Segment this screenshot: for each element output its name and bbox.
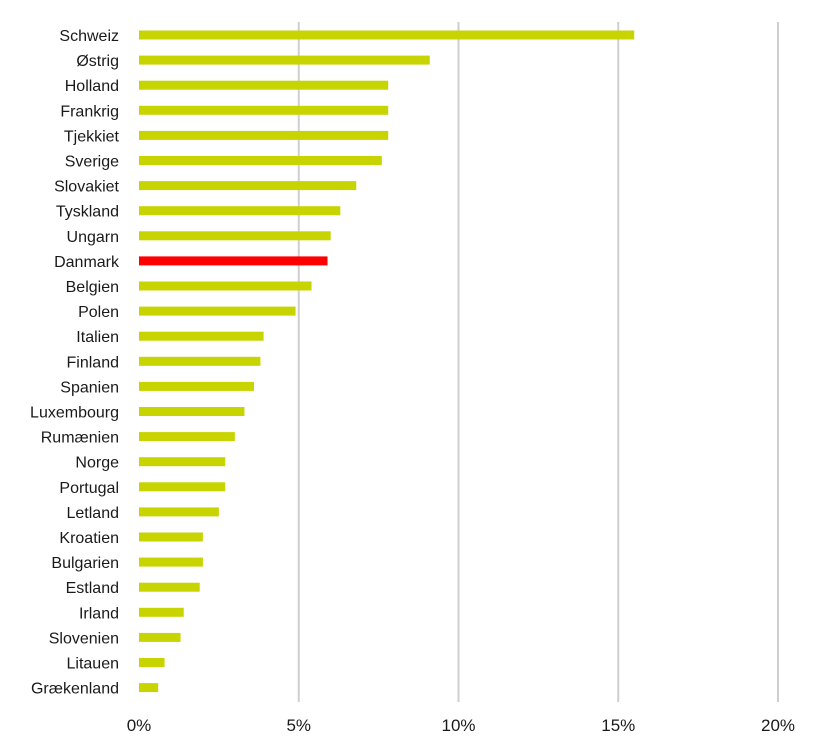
bar (139, 306, 296, 316)
bar (139, 532, 203, 542)
bar (139, 30, 635, 40)
bar (139, 407, 245, 416)
category-label: Polen (78, 304, 119, 321)
category-label: Ungarn (67, 229, 119, 246)
bar-layer (139, 30, 635, 693)
bar (139, 231, 331, 241)
grid-layer (297, 22, 779, 702)
bar (139, 683, 159, 693)
bar (139, 607, 184, 617)
category-label: Slovenien (49, 630, 119, 647)
category-label: Portugal (59, 480, 119, 497)
bar (139, 582, 200, 592)
x-tick-label: 0% (127, 716, 152, 735)
bar (139, 482, 226, 492)
category-label: Luxembourg (30, 405, 119, 422)
bar (139, 281, 312, 291)
category-label: Danmark (54, 254, 120, 271)
bar (139, 381, 255, 391)
x-axis-tick-labels: 0% 5% 10% 15% 20% (127, 716, 795, 735)
x-tick-label: 20% (761, 716, 795, 735)
category-label: Bulgarien (51, 555, 119, 572)
category-label: Grækenland (31, 681, 119, 698)
bar (139, 80, 389, 90)
category-label: Holland (65, 78, 119, 95)
x-tick-label: 5% (286, 716, 311, 735)
bar (139, 55, 430, 65)
category-label: Østrig (76, 53, 119, 70)
bar (139, 432, 235, 442)
category-label: Slovakiet (54, 179, 119, 196)
category-label: Tjekkiet (64, 128, 120, 145)
bar (139, 206, 341, 216)
category-label: Frankrig (60, 103, 119, 120)
category-label: Rumænien (41, 430, 119, 447)
category-label: Estland (66, 580, 119, 597)
bar (139, 331, 264, 341)
bar (139, 105, 389, 115)
category-label: Italien (76, 329, 119, 346)
bar (139, 156, 382, 165)
category-label: Kroatien (59, 530, 119, 547)
category-label: Schweiz (59, 28, 119, 45)
category-label: Letland (67, 505, 120, 522)
category-labels: Schweiz Østrig Holland Frankrig Tjekkiet Sver… (30, 28, 120, 698)
x-tick-label: 15% (601, 716, 635, 735)
bar (139, 507, 219, 517)
bar (139, 181, 357, 191)
category-label: Finland (67, 354, 119, 371)
category-label: Tyskland (56, 204, 119, 221)
bar (139, 356, 261, 366)
bar (139, 632, 181, 642)
bar (139, 658, 165, 667)
bar-highlight (139, 256, 328, 266)
category-label: Irland (79, 605, 119, 622)
category-label: Spanien (60, 379, 119, 396)
category-label: Belgien (66, 279, 119, 296)
category-label: Sverige (65, 154, 119, 171)
bar (139, 130, 389, 140)
bar (139, 457, 226, 467)
x-tick-label: 10% (441, 716, 475, 735)
bar (139, 557, 203, 567)
category-label: Litauen (67, 656, 120, 673)
category-label: Norge (75, 455, 119, 472)
